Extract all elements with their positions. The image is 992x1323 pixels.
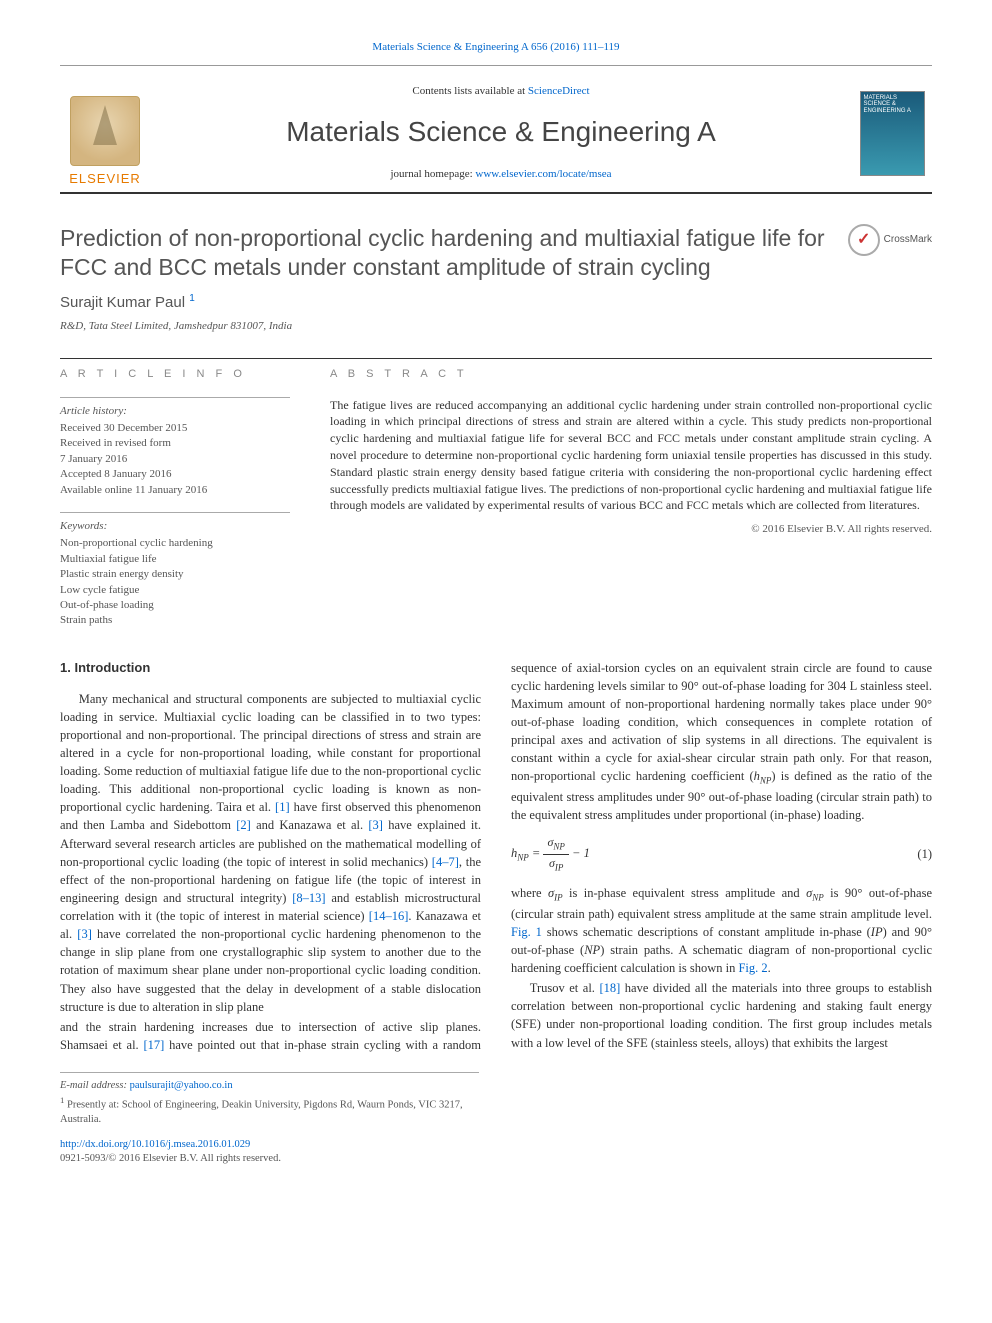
journal-citation: Materials Science & Engineering A 656 (2…: [60, 40, 932, 55]
issn-line: 0921-5093/© 2016 Elsevier B.V. All right…: [60, 1152, 932, 1167]
history-line: Available online 11 January 2016: [60, 483, 290, 498]
history-line: Received 30 December 2015: [60, 421, 290, 436]
keyword: Out-of-phase loading: [60, 598, 290, 613]
info-label: A R T I C L E I N F O: [60, 367, 290, 382]
citation-link[interactable]: [14–16]: [369, 909, 409, 923]
title-row: Prediction of non-proportional cyclic ha…: [60, 224, 932, 282]
paragraph: where σIP is in-phase equivalent stress …: [511, 884, 932, 977]
email-link[interactable]: paulsurajit@yahoo.co.in: [130, 1080, 233, 1091]
history-heading: Article history:: [60, 404, 290, 419]
var-h-sub: NP: [760, 776, 772, 786]
equation-body: hNP = σNP σIP − 1: [511, 834, 590, 874]
citation-link[interactable]: [17]: [143, 1038, 164, 1052]
citation-link[interactable]: [8–13]: [292, 891, 325, 905]
cover-thumbnail: MATERIALS SCIENCE & ENGINEERING A: [860, 91, 925, 176]
footnote-text: Presently at: School of Engineering, Dea…: [60, 1099, 463, 1125]
text-run: and Kanazawa et al.: [251, 818, 369, 832]
body-text: 1. Introduction Many mechanical and stru…: [60, 659, 932, 1054]
eq-lhs-sub: NP: [517, 853, 529, 863]
citation-link[interactable]: [3]: [77, 927, 92, 941]
journal-cover: MATERIALS SCIENCE & ENGINEERING A: [852, 74, 932, 192]
crossmark-icon: ✓: [848, 224, 880, 256]
keyword: Non-proportional cyclic hardening: [60, 536, 290, 551]
contents-line: Contents lists available at ScienceDirec…: [150, 84, 852, 99]
history-line: Accepted 8 January 2016: [60, 467, 290, 482]
abstract-text: The fatigue lives are reduced accompanyi…: [330, 397, 932, 515]
figure-link[interactable]: Fig. 1: [511, 925, 542, 939]
header-center: Contents lists available at ScienceDirec…: [150, 74, 852, 192]
doi-block: http://dx.doi.org/10.1016/j.msea.2016.01…: [60, 1138, 932, 1167]
keyword: Plastic strain energy density: [60, 567, 290, 582]
citation-link[interactable]: [2]: [236, 818, 251, 832]
footnotes: E-mail address: paulsurajit@yahoo.co.in …: [60, 1072, 479, 1128]
homepage-line: journal homepage: www.elsevier.com/locat…: [150, 167, 852, 182]
keyword: Multiaxial fatigue life: [60, 552, 290, 567]
sciencedirect-link[interactable]: ScienceDirect: [528, 85, 590, 97]
var-sub: IP: [554, 893, 563, 903]
paragraph: Trusov et al. [18] have divided all the …: [511, 979, 932, 1052]
history-line: Received in revised form: [60, 436, 290, 451]
intro-heading: 1. Introduction: [60, 659, 481, 678]
info-abstract-row: A R T I C L E I N F O Article history: R…: [60, 358, 932, 628]
abstract-label: A B S T R A C T: [330, 367, 932, 382]
history-block: Article history: Received 30 December 20…: [60, 397, 290, 498]
journal-citation-link[interactable]: Materials Science & Engineering A 656 (2…: [372, 41, 619, 53]
fraction: σNP σIP: [543, 834, 568, 874]
citation-link[interactable]: [3]: [368, 818, 383, 832]
journal-header: ELSEVIER Contents lists available at Sci…: [60, 65, 932, 194]
history-line: 7 January 2016: [60, 452, 290, 467]
abstract-col: A B S T R A C T The fatigue lives are re…: [330, 367, 932, 628]
equation-1: hNP = σNP σIP − 1 (1): [511, 834, 932, 874]
journal-name: Materials Science & Engineering A: [150, 112, 852, 151]
var-np: NP: [584, 943, 600, 957]
equation-number: (1): [917, 845, 932, 863]
article-title: Prediction of non-proportional cyclic ha…: [60, 224, 828, 282]
homepage-pre: journal homepage:: [390, 168, 475, 180]
paragraph: Many mechanical and structural component…: [60, 690, 481, 1016]
email-label: E-mail address:: [60, 1080, 130, 1091]
text-run: is in-phase equivalent stress amplitude …: [563, 886, 806, 900]
text-run: Many mechanical and structural component…: [60, 692, 481, 815]
author-name: Surajit Kumar Paul: [60, 294, 185, 311]
text-run: .: [768, 961, 771, 975]
author-note-link[interactable]: 1: [189, 293, 195, 304]
keyword: Strain paths: [60, 613, 290, 628]
homepage-link[interactable]: www.elsevier.com/locate/msea: [475, 168, 611, 180]
eq-den-sub: IP: [555, 862, 564, 872]
citation-link[interactable]: [18]: [599, 981, 620, 995]
elsevier-logo: ELSEVIER: [60, 74, 150, 192]
keywords-heading: Keywords:: [60, 519, 290, 534]
text-run: have correlated the non-proportional cyc…: [60, 927, 481, 1014]
figure-link[interactable]: Fig. 2: [738, 961, 767, 975]
footnote-1: 1 Presently at: School of Engineering, D…: [60, 1094, 479, 1128]
contents-pre: Contents lists available at: [412, 85, 527, 97]
citation-link[interactable]: [1]: [275, 800, 290, 814]
keywords-block: Keywords: Non-proportional cyclic harden…: [60, 512, 290, 629]
author: Surajit Kumar Paul 1: [60, 292, 932, 313]
text-run: where: [511, 886, 548, 900]
var-ip: IP: [871, 925, 883, 939]
var-sub: NP: [812, 893, 824, 903]
text-run: shows schematic descriptions of constant…: [542, 925, 871, 939]
text-run: Trusov et al.: [530, 981, 600, 995]
crossmark[interactable]: ✓ CrossMark: [848, 224, 932, 256]
eq-num-sub: NP: [553, 842, 565, 852]
elsevier-name: ELSEVIER: [69, 170, 141, 188]
elsevier-tree-icon: [70, 96, 140, 166]
eq-tail: − 1: [572, 846, 590, 860]
crossmark-label: CrossMark: [884, 233, 932, 247]
keyword: Low cycle fatigue: [60, 583, 290, 598]
footnote-marker: 1: [60, 1095, 64, 1105]
email-line: E-mail address: paulsurajit@yahoo.co.in: [60, 1079, 479, 1094]
abstract-copyright: © 2016 Elsevier B.V. All rights reserved…: [330, 522, 932, 537]
doi-link[interactable]: http://dx.doi.org/10.1016/j.msea.2016.01…: [60, 1139, 250, 1150]
citation-link[interactable]: [4–7]: [432, 855, 459, 869]
affiliation: R&D, Tata Steel Limited, Jamshedpur 8310…: [60, 319, 932, 334]
article-info: A R T I C L E I N F O Article history: R…: [60, 367, 290, 628]
